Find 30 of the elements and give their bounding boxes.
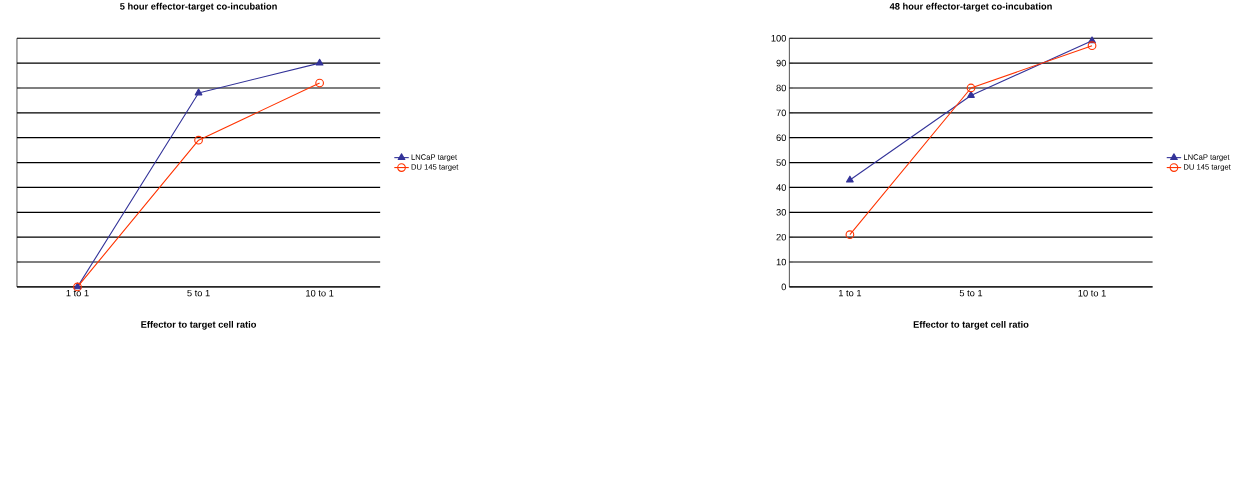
x-tick-label: 5 to 1 (187, 289, 210, 297)
x-tick-label: 10 to 1 (1078, 289, 1106, 297)
y-tick-label: 90 (776, 59, 787, 67)
y-tick-label: 70 (776, 109, 787, 116)
point (194, 88, 203, 96)
y-tick-label: 80 (776, 84, 787, 92)
y-tick-label: 40 (776, 184, 787, 191)
x-tick-label: 1 to 1 (66, 289, 89, 297)
x-tick-label: 5 to 1 (959, 289, 983, 297)
x-axis-title: Effector to target cell ratio (141, 320, 257, 330)
point (1087, 41, 1097, 50)
point (967, 90, 975, 98)
y-tick-label: 0 (781, 283, 787, 291)
point (846, 175, 854, 183)
point (315, 78, 324, 88)
x-tick-label: 1 to 1 (838, 289, 862, 297)
y-tick-label: 60 (776, 134, 787, 141)
x-axis-title: Effector to target cell ratio (913, 320, 1029, 330)
y-tick-label: 30 (776, 208, 787, 216)
y-tick-label: 50 (776, 159, 787, 166)
y-tick-label: 100 (771, 34, 787, 42)
point (966, 83, 976, 93)
point (315, 58, 324, 66)
y-tick-label: 20 (776, 233, 787, 241)
chart-title: 48 hour effector-target co-incubation (889, 2, 1052, 12)
point (845, 230, 855, 239)
y-tick-label: 10 (776, 258, 787, 266)
point (194, 135, 203, 145)
x-tick-label: 10 to 1 (306, 289, 334, 297)
chart-title: 5 hour effector-target co-incubation (120, 2, 277, 12)
